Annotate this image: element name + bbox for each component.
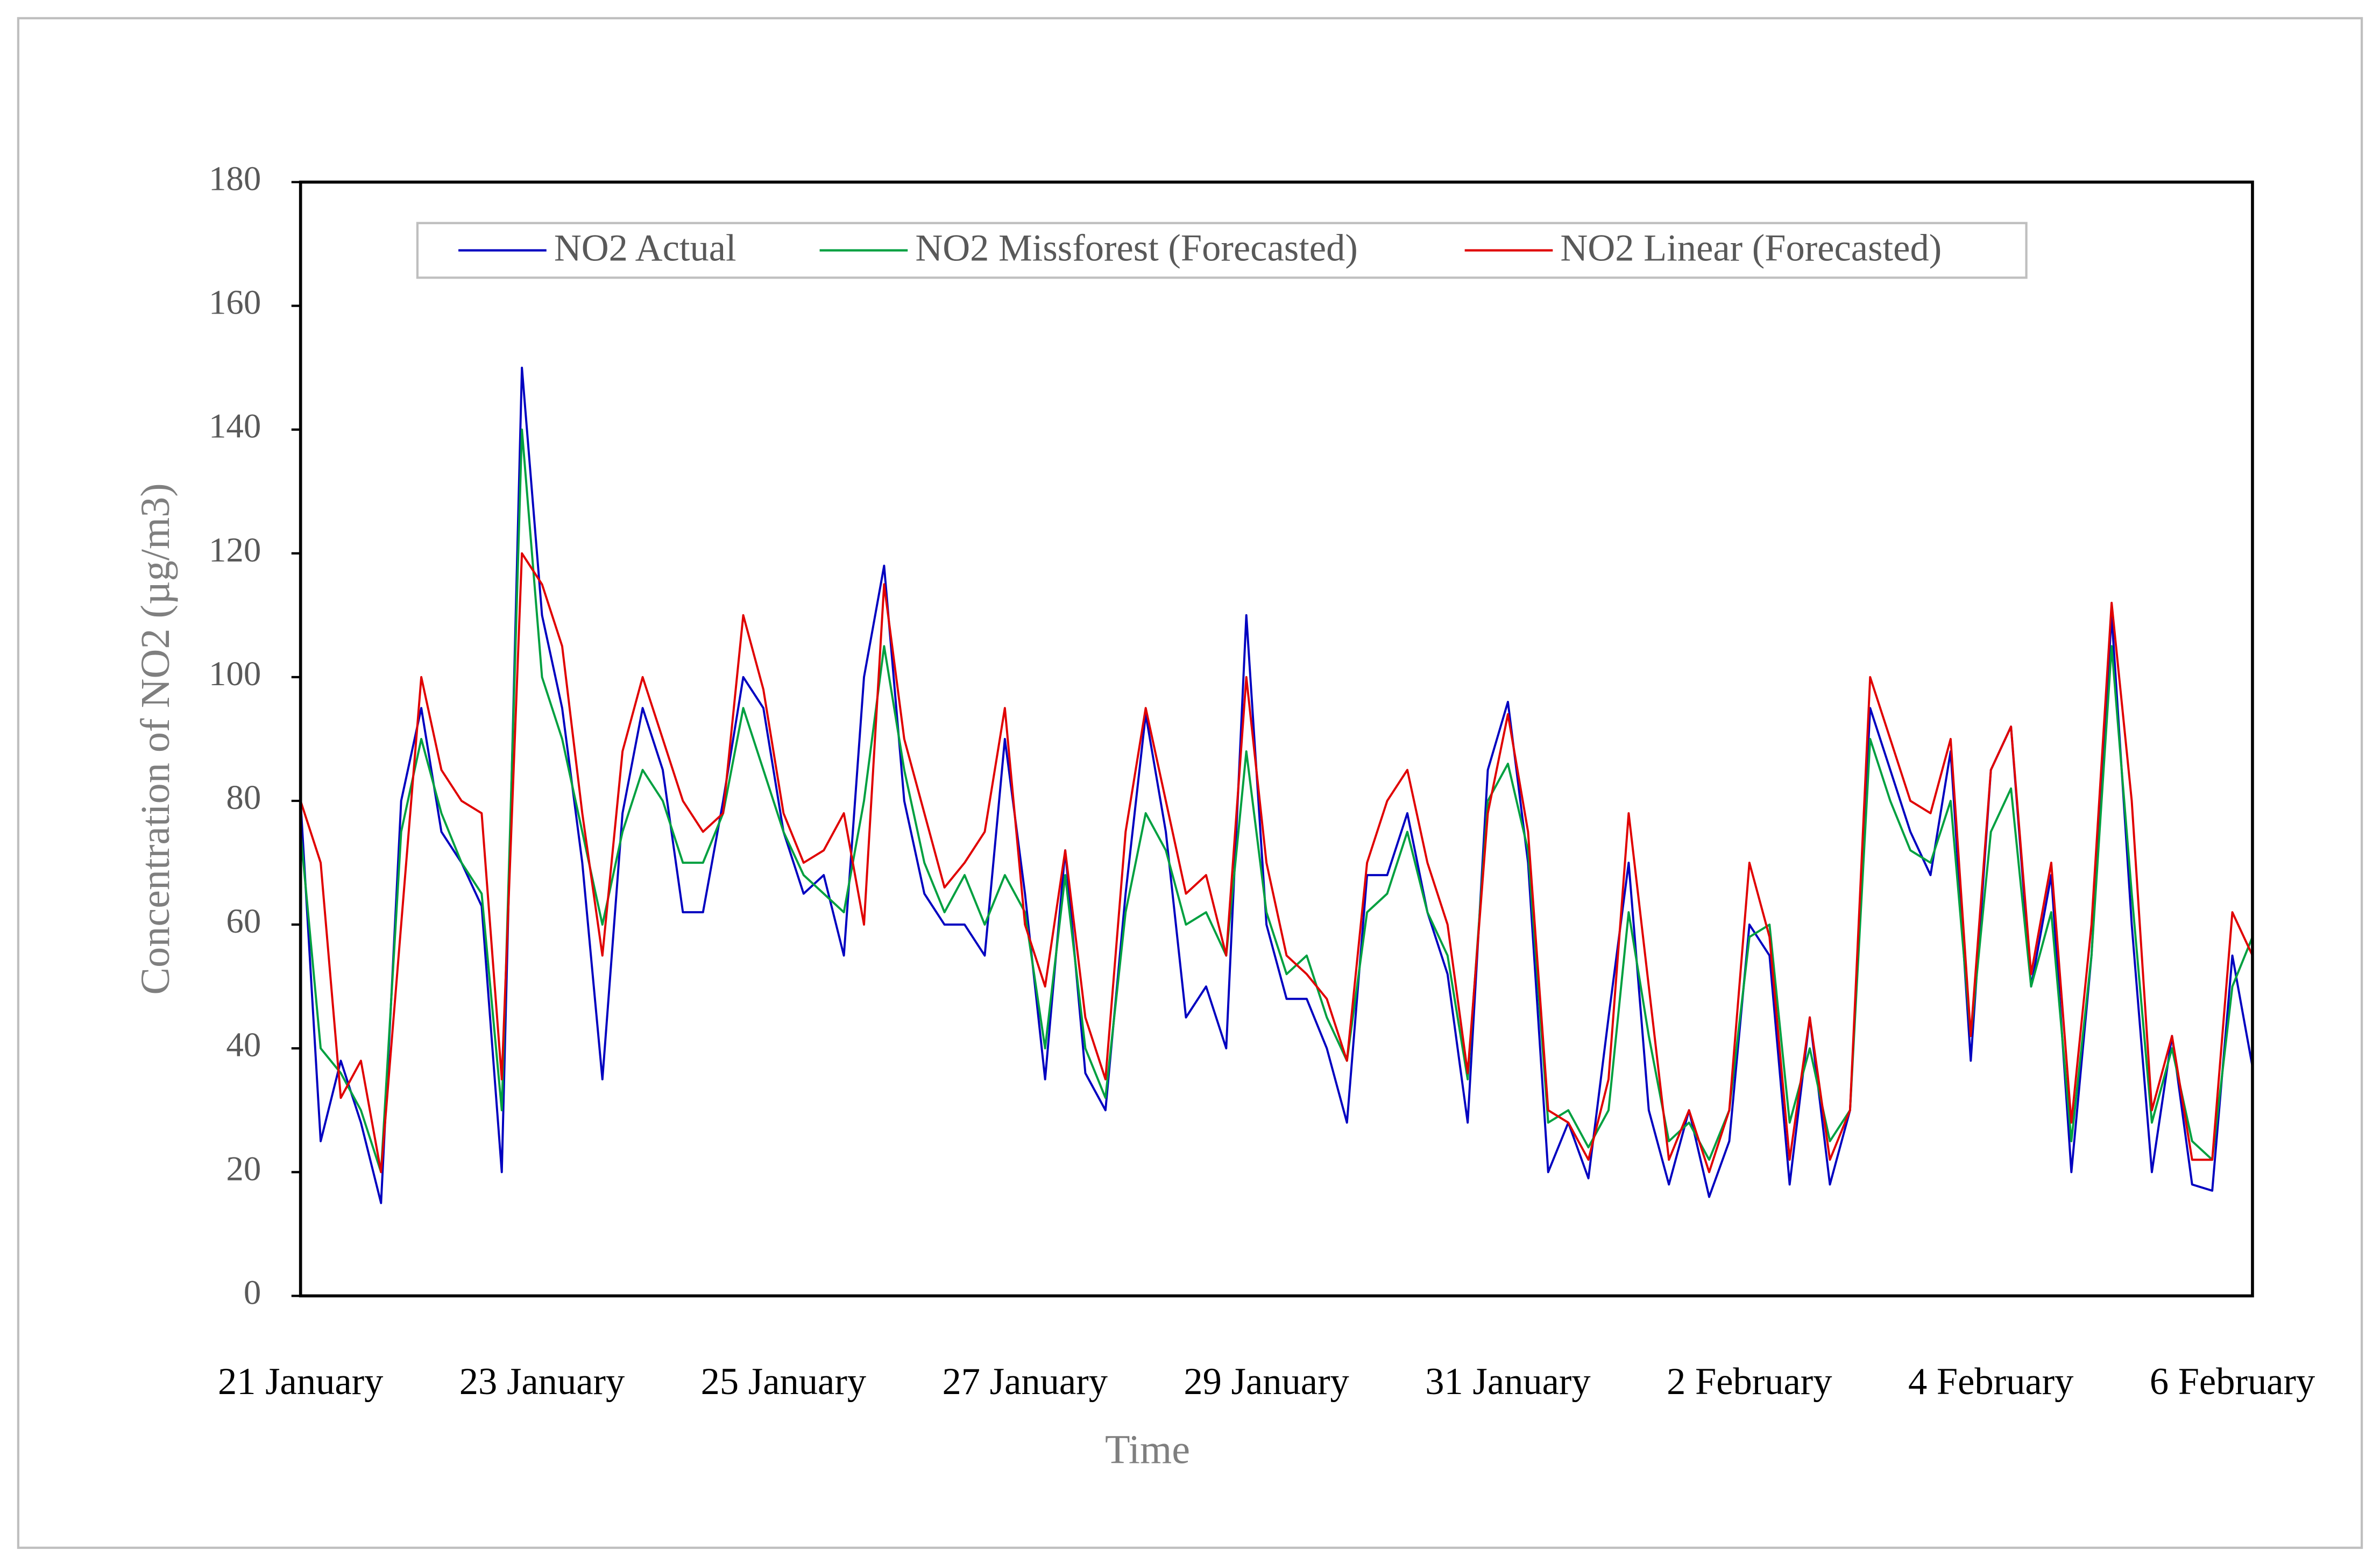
y-tick-label: 20: [226, 1149, 261, 1188]
legend-label: NO2 Actual: [554, 228, 736, 269]
y-tick-label: 160: [209, 283, 261, 322]
plot-border: [299, 180, 2254, 1298]
y-tick-label: 40: [226, 1026, 261, 1064]
x-tick-label: 6 February: [2150, 1361, 2315, 1403]
legend-label: NO2 Missforest (Forecasted): [915, 228, 1358, 269]
x-tick-label: 27 January: [943, 1361, 1108, 1403]
x-tick-label: 2 February: [1667, 1361, 1832, 1403]
y-tick-label: 140: [209, 407, 261, 446]
y-tick-label: 80: [226, 778, 261, 817]
x-tick-label: 31 January: [1425, 1361, 1590, 1403]
y-tick-label: 180: [209, 159, 261, 198]
y-tick-label: 60: [226, 902, 261, 941]
y-tick-label: 120: [209, 531, 261, 570]
legend-box: [416, 222, 2028, 279]
y-tick-label: 0: [244, 1273, 261, 1312]
x-tick-label: 23 January: [459, 1361, 625, 1403]
x-axis-title: Time: [1105, 1427, 1190, 1472]
x-tick-label: 21 January: [218, 1361, 383, 1403]
series-line: [299, 428, 2254, 1174]
x-tick-label: 25 January: [701, 1361, 866, 1403]
y-tick-label: 100: [209, 655, 261, 693]
series-line: [299, 366, 2254, 1204]
y-axis-title: Concentration of NO2 (µg/m3): [133, 483, 178, 994]
legend-label: NO2 Linear (Forecasted): [1560, 228, 1942, 269]
series-line: [299, 552, 2254, 1174]
x-tick-label: 4 February: [1908, 1361, 2073, 1403]
x-tick-label: 29 January: [1184, 1361, 1349, 1403]
plot-area: [299, 366, 2254, 1204]
